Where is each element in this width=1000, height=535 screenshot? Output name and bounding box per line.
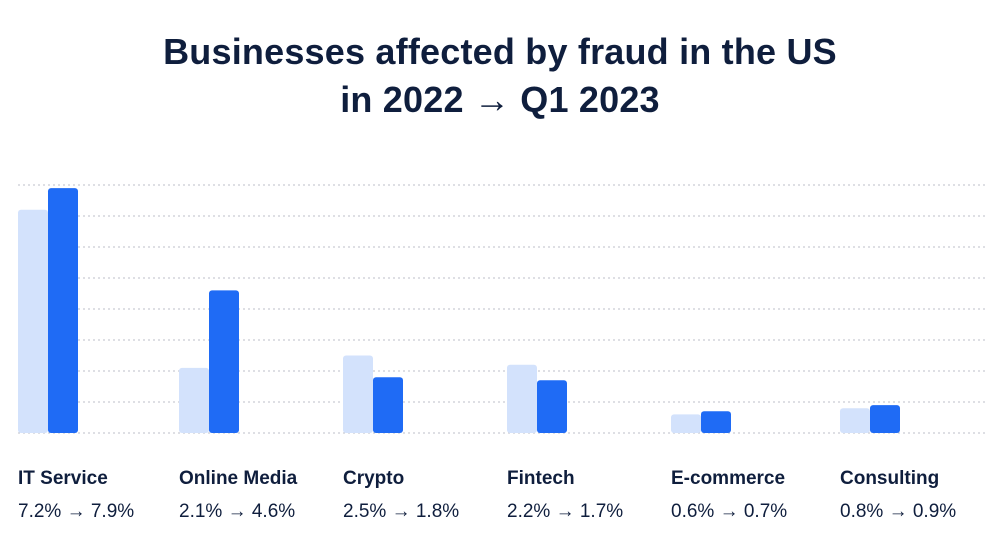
bars <box>18 188 900 433</box>
value-label: 7.2% → 7.9% <box>18 501 134 522</box>
bar-e-commerce-2022 <box>671 414 701 433</box>
value-label: 2.1% → 4.6% <box>179 501 295 522</box>
bar-crypto-2022 <box>343 355 373 433</box>
category-label: IT Service <box>18 468 108 489</box>
chart-title-line-2: in 2022 → Q1 2023 <box>340 79 660 120</box>
value-label: 0.8% → 0.9% <box>840 501 956 522</box>
bar-it-service-2022 <box>18 209 48 433</box>
bar-consulting-2022 <box>840 408 870 433</box>
category-label: Crypto <box>343 468 404 489</box>
bar-consulting-q1-2023 <box>870 405 900 433</box>
category-labels: IT Service 7.2% → 7.9% Online Media 2.1% → … <box>18 468 956 522</box>
chart-title: Businesses affected by fraud in the US i… <box>0 28 1000 124</box>
bar-fintech-2022 <box>507 364 537 433</box>
category-label: Fintech <box>507 468 575 489</box>
value-label: 2.2% → 1.7% <box>507 501 623 522</box>
chart-title-line-1: Businesses affected by fraud in the US <box>163 31 837 72</box>
bar-crypto-q1-2023 <box>373 377 403 433</box>
bar-online-media-2022 <box>179 367 209 433</box>
bar-online-media-q1-2023 <box>209 290 239 433</box>
bar-it-service-q1-2023 <box>48 188 78 433</box>
category-label: Consulting <box>840 468 939 489</box>
bar-e-commerce-q1-2023 <box>701 411 731 433</box>
bar-fintech-q1-2023 <box>537 380 567 433</box>
value-label: 0.6% → 0.7% <box>671 501 787 522</box>
gridlines <box>18 184 988 434</box>
value-label: 2.5% → 1.8% <box>343 501 459 522</box>
category-label: E-commerce <box>671 468 785 489</box>
category-label: Online Media <box>179 468 298 489</box>
